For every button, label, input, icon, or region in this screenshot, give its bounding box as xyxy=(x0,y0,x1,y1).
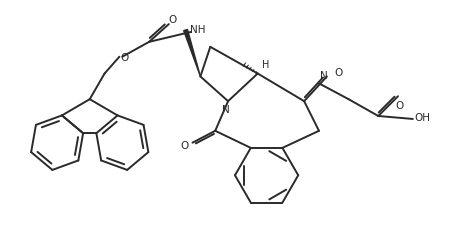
Text: O: O xyxy=(168,15,177,25)
Text: O: O xyxy=(120,52,128,62)
Text: H: H xyxy=(262,59,269,69)
Text: O: O xyxy=(181,140,189,150)
Polygon shape xyxy=(184,30,200,77)
Text: O: O xyxy=(396,101,404,111)
Text: O: O xyxy=(335,67,343,77)
Text: OH: OH xyxy=(415,112,431,122)
Text: NH: NH xyxy=(190,25,205,35)
Text: N: N xyxy=(320,71,328,81)
Text: N: N xyxy=(222,105,230,115)
